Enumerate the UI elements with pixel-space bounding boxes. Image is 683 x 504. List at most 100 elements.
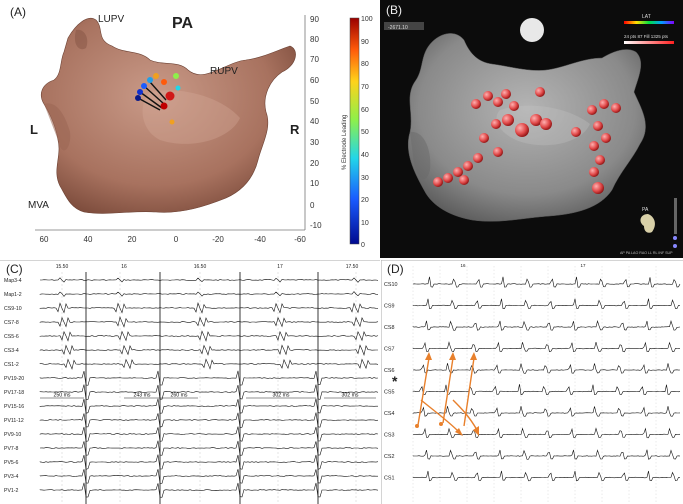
colorbar-tick: 40 xyxy=(361,152,369,159)
panel-d: CS10 CS9 CS8 CS7 CS6 CS5 CS4 CS3 CS2 CS1 16 17 * (… xyxy=(381,260,683,504)
right-label: R xyxy=(290,122,300,137)
panel-d-label: (D) xyxy=(387,262,404,276)
panel-c-label: (C) xyxy=(6,262,23,276)
zoom-button[interactable] xyxy=(673,236,677,240)
ecg-trace xyxy=(39,302,379,314)
channel-label: CS8 xyxy=(384,325,395,331)
colorbar-tick: 10 xyxy=(361,220,369,227)
time-mark: 17 xyxy=(580,263,586,268)
channel-label: PV1-2 xyxy=(4,488,19,494)
zoom-slider[interactable] xyxy=(674,198,677,234)
time-mark: 16 xyxy=(121,264,127,270)
panel-d-time-marks: 16 17 xyxy=(460,263,586,268)
time-mark: 16.50 xyxy=(194,264,207,270)
left-label: L xyxy=(30,122,38,137)
channel-label: Map3-4 xyxy=(4,278,22,284)
channel-label: CS2 xyxy=(384,454,395,460)
channel-label: PV9-10 xyxy=(4,432,21,438)
panel-b: -2671.10 LAT 24 pts 87 Fill 1325 pts xyxy=(380,0,683,258)
ecg-trace xyxy=(39,316,379,328)
x-tick: -20 xyxy=(212,235,224,244)
interval-label: 260 ms xyxy=(170,393,187,399)
x-tick: 20 xyxy=(128,235,137,244)
channel-label: PV17-18 xyxy=(4,390,24,396)
panel-b-label: (B) xyxy=(386,3,402,17)
y-tick: 90 xyxy=(310,15,319,24)
view-label: PA xyxy=(642,207,649,213)
channel-label: CS4 xyxy=(384,411,395,417)
ecg-trace xyxy=(412,320,681,331)
ecg-trace xyxy=(412,363,681,374)
colorbar-tick: 30 xyxy=(361,175,369,182)
colorbar-tick: 90 xyxy=(361,39,369,46)
orientation-marker xyxy=(520,18,544,42)
legend-lat: LAT xyxy=(642,14,651,20)
panel-c-time-marks: 15.50 16 16.50 17 17.50 xyxy=(56,264,359,270)
electrode-markers xyxy=(135,73,181,125)
ecg-trace xyxy=(39,291,379,297)
lat-scale xyxy=(624,21,674,24)
colorbar-label: % Electrode Leading xyxy=(342,115,348,170)
colorbar-tick: 60 xyxy=(361,107,369,114)
panel-b-figure: -2671.10 LAT 24 pts 87 Fill 1325 pts xyxy=(380,0,683,258)
channel-label: PV7-8 xyxy=(4,446,19,452)
ecg-trace xyxy=(412,449,681,460)
channel-label: CS7 xyxy=(384,347,395,353)
x-tick: -40 xyxy=(254,235,266,244)
panel-c-intervals: 250 ms 243 ms 260 ms 302 ms 302 ms xyxy=(40,393,376,399)
ecg-trace xyxy=(39,384,379,400)
panel-a-label: (A) xyxy=(10,5,26,19)
ecg-trace xyxy=(39,344,378,356)
x-tick: 60 xyxy=(40,235,49,244)
ecg-trace xyxy=(39,454,379,470)
interval-label: 243 ms xyxy=(133,393,150,399)
view-bar[interactable]: AP PA LAO RAO LL RL INF SUP xyxy=(620,251,673,255)
x-tick: 0 xyxy=(174,235,179,244)
panel-a: (A) PA LUPV RUPV L R MVA 60 40 20 0 -20 … xyxy=(0,0,378,258)
zoom-button[interactable] xyxy=(673,244,677,248)
channel-label: CS6 xyxy=(384,368,395,374)
colorbar xyxy=(349,17,360,245)
colorbar-tick: 100 xyxy=(361,16,373,23)
ecg-trace xyxy=(39,330,379,342)
y-tick: 30 xyxy=(310,138,319,147)
ecg-trace xyxy=(39,482,379,498)
ecg-trace xyxy=(39,426,379,442)
panel-c-grid xyxy=(61,272,357,504)
panel-a-figure: (A) PA LUPV RUPV L R MVA 60 40 20 0 -20 … xyxy=(10,5,373,249)
lupv-label: LUPV xyxy=(98,14,124,25)
ecg-trace xyxy=(39,440,379,456)
y-tick: 20 xyxy=(310,159,319,168)
ecg-trace xyxy=(39,412,379,428)
header-box xyxy=(384,22,424,30)
y-tick: 70 xyxy=(310,55,319,64)
ecg-trace xyxy=(39,398,378,414)
panel-c-channel-labels: Map3-4 Map1-2 CS9-10 CS7-8 CS5-6 CS3-4 CS1-2 PV… xyxy=(4,278,24,494)
channel-label: CS3-4 xyxy=(4,348,19,354)
panel-d-channel-labels: CS10 CS9 CS8 CS7 CS6 CS5 CS4 CS3 CS2 CS1 xyxy=(384,282,398,482)
mva-label: MVA xyxy=(28,200,49,211)
fill-scale xyxy=(624,41,674,44)
y-tick: 40 xyxy=(310,117,319,126)
channel-label: PV11-12 xyxy=(4,418,24,424)
pa-label: PA xyxy=(172,15,193,32)
panel-d-traces xyxy=(412,276,681,482)
channel-label: CS1 xyxy=(384,476,395,482)
time-mark: 15.50 xyxy=(56,264,69,270)
time-mark: 16 xyxy=(460,263,466,268)
colorbar-tick: 80 xyxy=(361,61,369,68)
y-tick: 10 xyxy=(310,179,319,188)
colorbar-tick: 20 xyxy=(361,197,369,204)
ecg-trace xyxy=(412,427,681,439)
y-tick: 50 xyxy=(310,97,319,106)
y-tick: 0 xyxy=(310,201,315,210)
x-tick: -60 xyxy=(294,235,306,244)
colorbar-tick: 50 xyxy=(361,129,369,136)
x-tick: 40 xyxy=(84,235,93,244)
ecg-trace xyxy=(39,469,378,484)
colorbar-tick: 0 xyxy=(361,242,365,249)
channel-label: CS5 xyxy=(384,390,395,396)
time-mark: 17.50 xyxy=(346,264,359,270)
torso-icon[interactable] xyxy=(640,214,655,233)
